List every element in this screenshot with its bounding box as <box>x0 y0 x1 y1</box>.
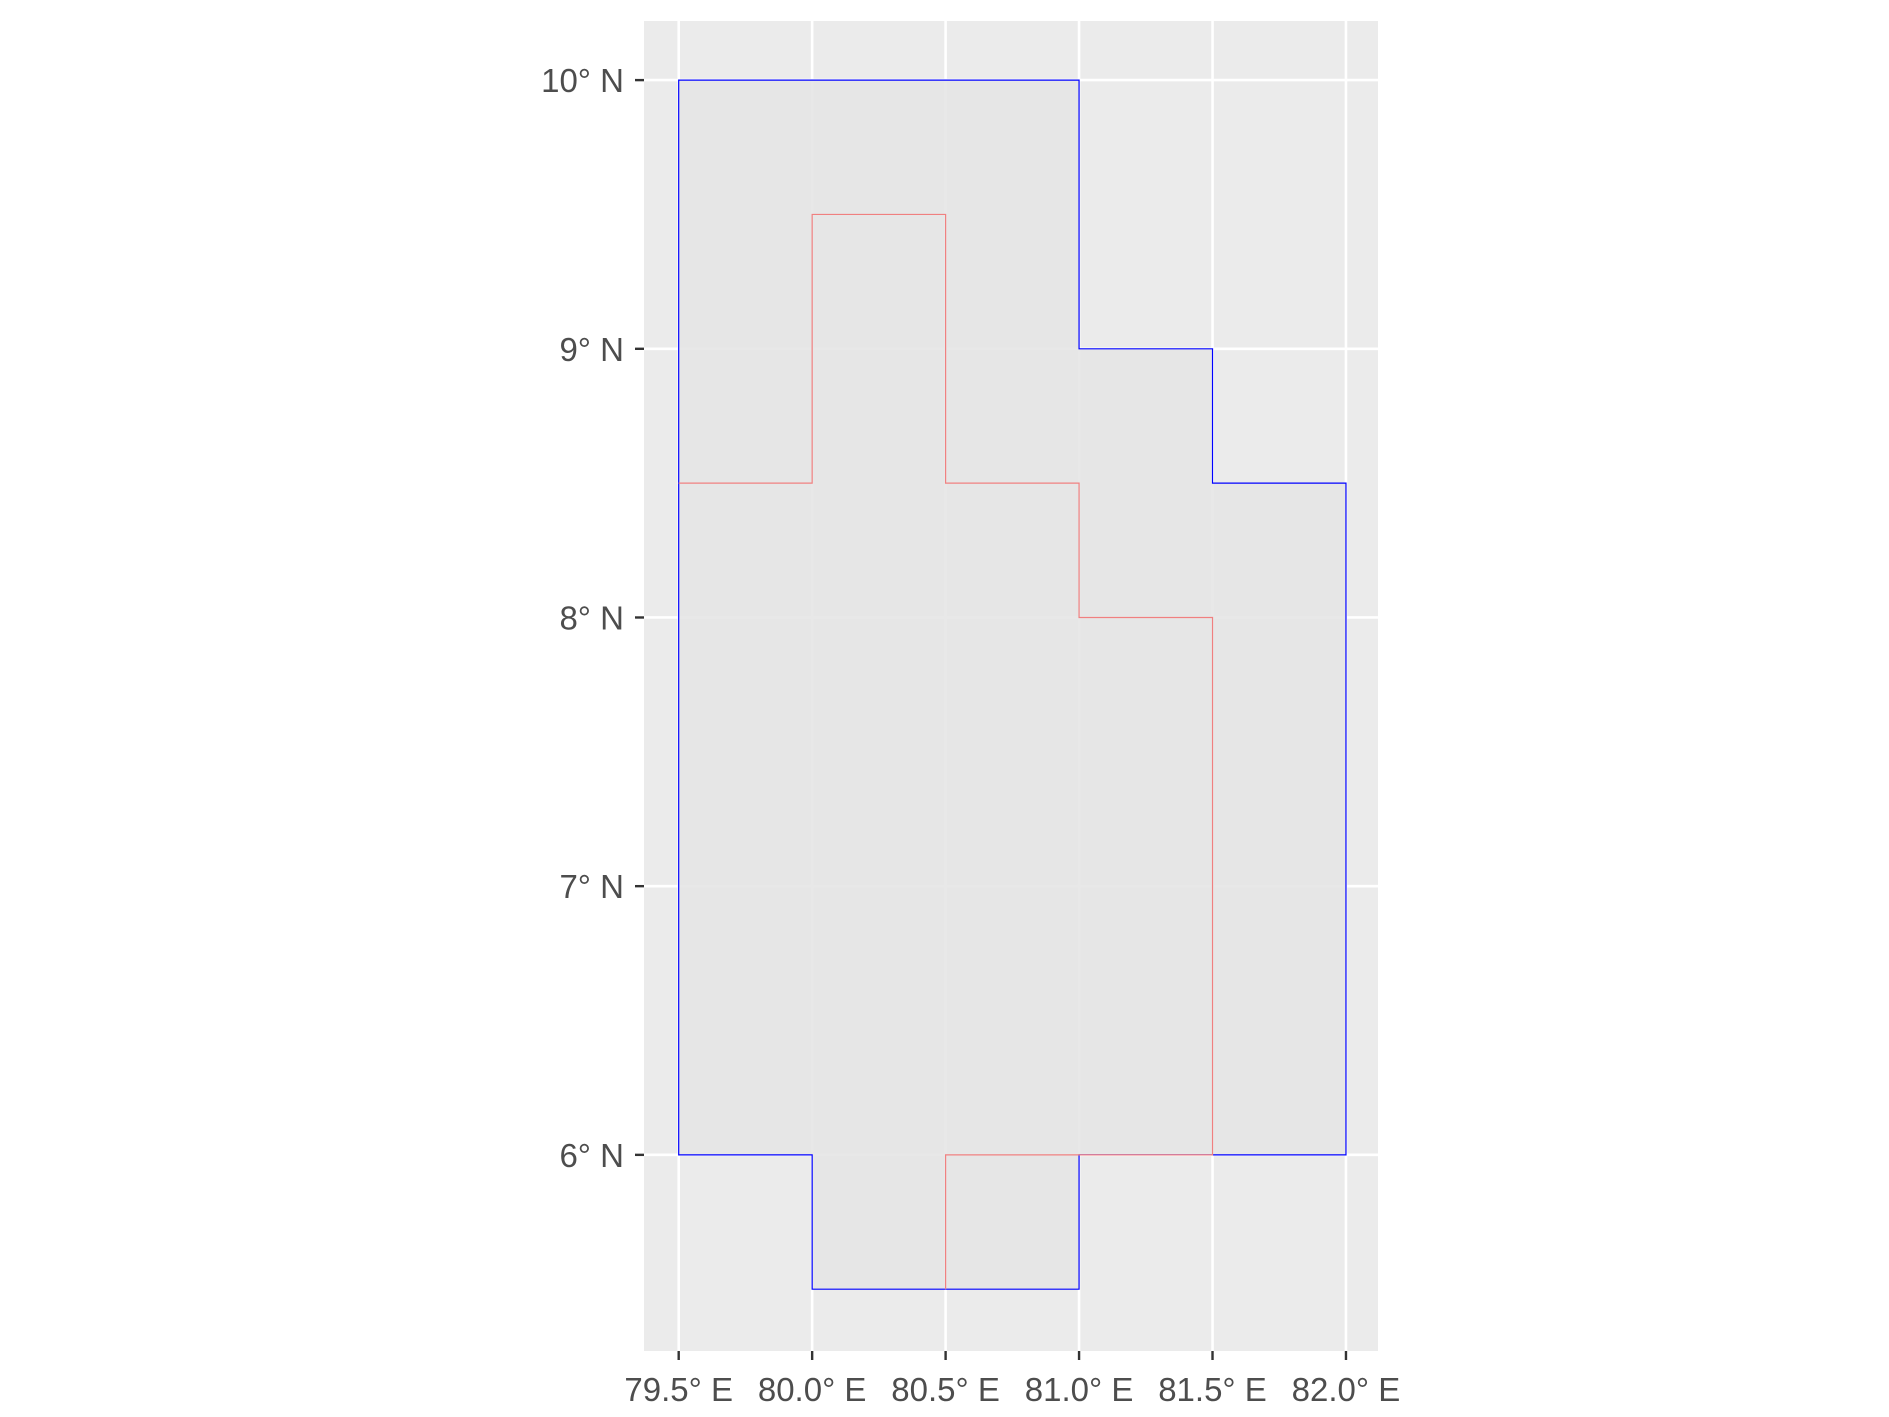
map-polygon-2 <box>678 213 1214 1290</box>
y-tick-label: 8° N <box>559 599 624 636</box>
x-tick-label: 80.0° E <box>758 1371 867 1408</box>
y-tick-label: 7° N <box>559 868 624 905</box>
y-tick-label: 10° N <box>541 62 624 99</box>
y-tick-label: 9° N <box>559 331 624 368</box>
axis-tick-labels: 79.5° E 80.0° E 80.5° E 81.0° E 81.5° E 82.0°… <box>541 62 1400 1408</box>
x-tick-label: 80.5° E <box>891 1371 1000 1408</box>
x-tick-label: 79.5° E <box>624 1371 733 1408</box>
x-tick-label: 81.0° E <box>1025 1371 1134 1408</box>
y-tick-label: 6° N <box>559 1137 624 1174</box>
map-polygon-1 <box>678 79 1347 1290</box>
map-polygons <box>678 79 1347 1290</box>
axis-ticks <box>635 78 1348 1360</box>
x-tick-label: 81.5° E <box>1158 1371 1267 1408</box>
x-tick-label: 82.0° E <box>1292 1371 1401 1408</box>
